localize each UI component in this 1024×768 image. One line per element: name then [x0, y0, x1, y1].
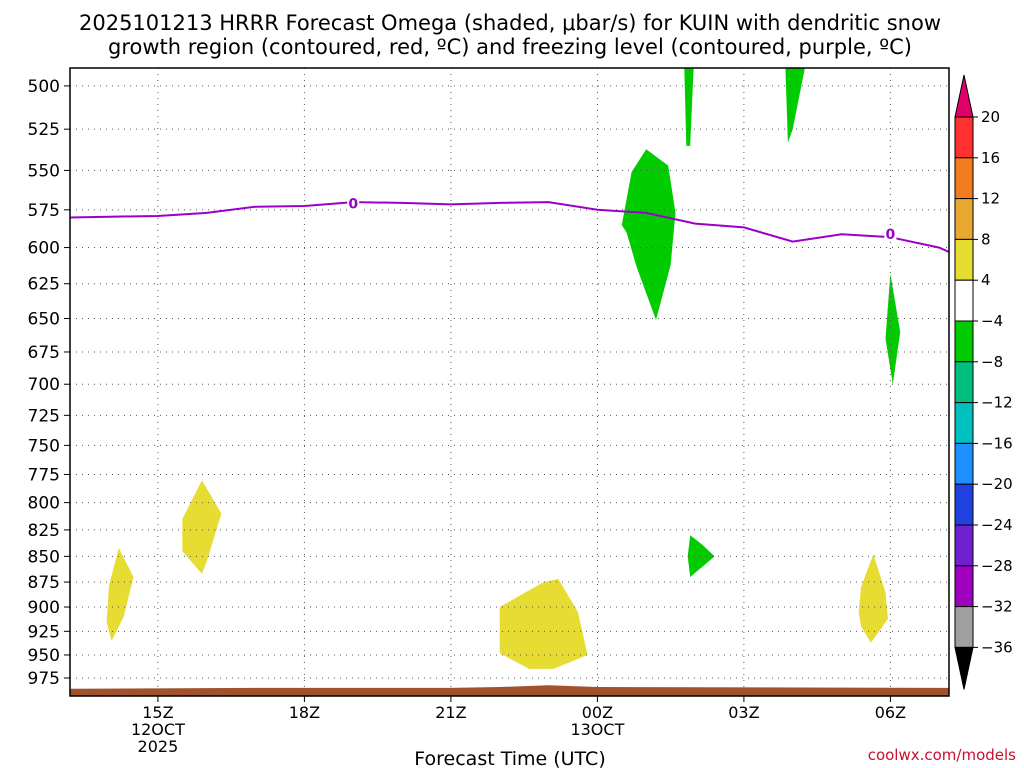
colorbar-label-12: 12 [981, 190, 1000, 208]
omega-region-6 [106, 548, 134, 641]
colorbar-top-arrow [954, 74, 974, 118]
credit-text: coolwx.com/models [868, 746, 1016, 764]
freezing-label-bg-1 [347, 195, 360, 211]
colorbar: 20 16 12 8 4 −4 −8 −12 −16 −20 −24 −28 −32 −36 [954, 74, 1013, 690]
colorbar-label-16: 16 [981, 149, 1000, 167]
colorbar-bottom-arrow [954, 646, 974, 690]
colorbar-band-1 [954, 116, 974, 159]
colorbar-label--20: −20 [981, 475, 1013, 493]
x-tick-label-03Z-1: 03Z [728, 703, 759, 722]
x-tick-label-15Z-2: 12OCT [131, 720, 185, 739]
colorbar-label--36: −36 [981, 638, 1013, 656]
y-tick-label-750: 750 [28, 436, 60, 456]
omega-region-5 [687, 535, 715, 577]
omega-region-2 [785, 68, 805, 143]
plot-area: 00 [70, 68, 949, 696]
chart-title-line2: growth region (contoured, red, ºC) and f… [108, 35, 912, 59]
colorbar-label--32: −32 [981, 598, 1013, 616]
colorbar-band-10 [954, 483, 974, 526]
y-tick-label-550: 550 [28, 161, 60, 181]
plot-frame [69, 67, 950, 697]
x-tick-label-00Z-2: 13OCT [570, 720, 624, 739]
y-tick-label-900: 900 [28, 598, 60, 618]
omega-region-4 [885, 273, 901, 385]
y-tick-label-850: 850 [28, 547, 60, 567]
colorbar-label--8: −8 [981, 353, 1003, 371]
y-tick-label-700: 700 [28, 375, 60, 395]
colorbar-label--4: −4 [981, 312, 1003, 330]
y-tick-label-825: 825 [28, 521, 60, 541]
y-tick-label-625: 625 [28, 275, 60, 295]
y-tick-label-525: 525 [28, 120, 60, 140]
omega-region-9 [858, 554, 888, 643]
x-tick-label-00Z-1: 00Z [582, 703, 613, 722]
y-tick-label-975: 975 [28, 669, 60, 689]
colorbar-band-7 [954, 361, 974, 404]
y-tick-label-800: 800 [28, 494, 60, 514]
y-tick-label-925: 925 [28, 622, 60, 642]
x-tick-label-15Z-3: 2025 [138, 737, 179, 756]
colorbar-label--16: −16 [981, 434, 1013, 452]
freezing-level-label-1: 0 [348, 197, 358, 213]
colorbar-label-20: 20 [981, 108, 1000, 126]
colorbar-band-3 [954, 198, 974, 240]
colorbar-band-11 [954, 524, 974, 567]
omega-region-7 [182, 480, 222, 574]
colorbar-label-8: 8 [981, 230, 991, 248]
x-axis-label: Forecast Time (UTC) [414, 748, 605, 768]
y-tick-label-950: 950 [28, 646, 60, 666]
colorbar-band-12 [954, 565, 974, 608]
y-tick-label-575: 575 [28, 201, 60, 221]
y-tick-label-875: 875 [28, 573, 60, 593]
y-tick-label-650: 650 [28, 310, 60, 330]
colorbar-label-4: 4 [981, 271, 991, 289]
omega-region-8 [499, 579, 588, 669]
chart-title-line1: 2025101213 HRRR Forecast Omega (shaded, … [79, 11, 941, 35]
y-tick-label-600: 600 [28, 239, 60, 259]
omega-region-3 [621, 149, 676, 320]
colorbar-label--24: −24 [981, 516, 1013, 534]
colorbar-label--28: −28 [981, 557, 1013, 575]
colorbar-band-4 [954, 238, 974, 281]
y-tick-label-775: 775 [28, 465, 60, 485]
freezing-level-label-2: 0 [886, 227, 896, 243]
y-tick-label-500: 500 [28, 77, 60, 97]
colorbar-label--12: −12 [981, 394, 1013, 412]
y-tick-label-675: 675 [28, 343, 60, 363]
colorbar-band-5 [954, 279, 974, 322]
colorbar-band-9 [954, 442, 974, 485]
x-tick-label-18Z-1: 18Z [289, 703, 320, 722]
x-tick-label-21Z-1: 21Z [435, 703, 466, 722]
y-tick-label-725: 725 [28, 406, 60, 426]
terrain [70, 685, 949, 696]
colorbar-band-2 [954, 157, 974, 200]
x-tick-label-06Z-1: 06Z [875, 703, 906, 722]
omega-region-1 [684, 68, 694, 146]
colorbar-band-8 [954, 402, 974, 444]
colorbar-band-13 [954, 606, 974, 648]
colorbar-band-6 [954, 320, 974, 363]
x-tick-label-15Z-1: 15Z [142, 703, 173, 722]
freezing-label-bg-2 [884, 226, 897, 242]
freezing-level-line [70, 201, 949, 253]
